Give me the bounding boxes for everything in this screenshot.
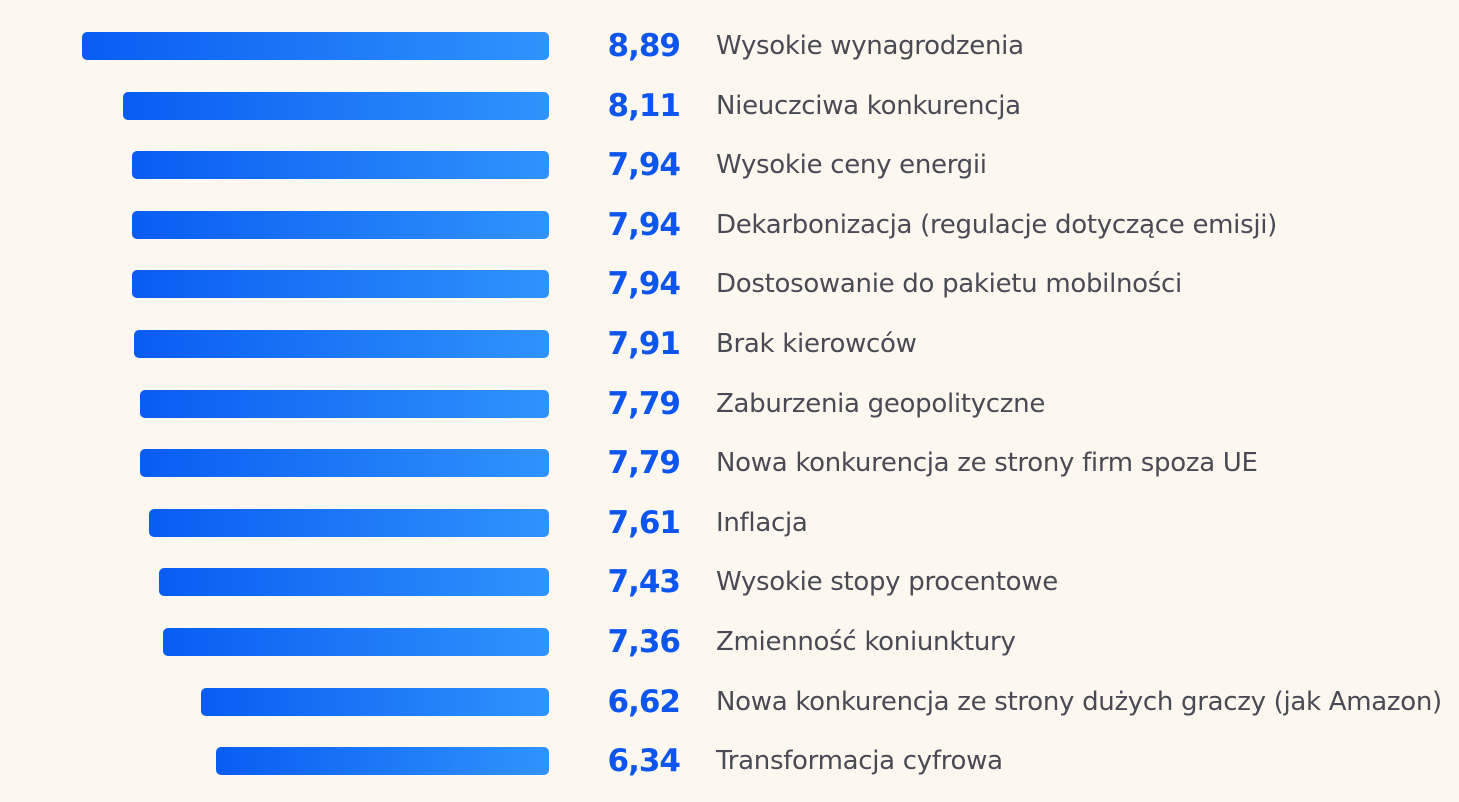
bar-row: 7,94 Dekarbonizacja (regulacje dotyczące … (0, 207, 1459, 243)
category-label: Inflacja (716, 507, 808, 538)
category-label: Dekarbonizacja (regulacje dotyczące emis… (716, 209, 1278, 240)
bar-row: 7,94 Dostosowanie do pakietu mobilności (0, 266, 1459, 302)
bar-row: 7,91 Brak kierowców (0, 326, 1459, 362)
category-label: Transformacja cyfrowa (716, 746, 1003, 777)
category-label: Nowa konkurencja ze strony firm spoza UE (716, 448, 1258, 479)
bar-row: 7,61 Inflacja (0, 505, 1459, 541)
bar-row: 8,89 Wysokie wynagrodzenia (0, 28, 1459, 64)
category-label: Brak kierowców (716, 329, 917, 359)
bar-row: 7,79 Nowa konkurencja ze strony firm spoz… (0, 445, 1459, 481)
bar-value-label: 7,61 (607, 504, 681, 541)
bar-value-label: 7,94 (607, 266, 681, 303)
category-label: Wysokie stopy procentowe (716, 567, 1058, 598)
bar (158, 568, 549, 597)
bar (123, 91, 549, 120)
bar-row: 6,62 Nowa konkurencja ze strony dużych gr… (0, 684, 1459, 720)
bar-value-label: 7,94 (607, 206, 681, 243)
bar (140, 389, 549, 418)
bar-value-label: 7,91 (607, 326, 681, 362)
category-label: Nieuczciwa konkurencja (716, 90, 1021, 121)
bar-value-label: 7,79 (607, 445, 681, 482)
bar-value-label: 8,11 (607, 87, 681, 124)
bar-row: 7,43 Wysokie stopy procentowe (0, 564, 1459, 600)
bar-value-label: 7,94 (607, 147, 681, 184)
bar (201, 687, 549, 716)
bar-row: 7,94 Wysokie ceny energii (0, 147, 1459, 183)
bar (132, 270, 549, 299)
category-label: Zmienność koniunktury (716, 627, 1016, 657)
bar-row: 8,11 Nieuczciwa konkurencja (0, 88, 1459, 124)
category-label: Wysokie wynagrodzenia (716, 31, 1024, 61)
bar-value-label: 7,79 (607, 385, 681, 422)
category-label: Wysokie ceny energii (716, 150, 987, 181)
category-label: Nowa konkurencja ze strony dużych graczy… (716, 686, 1442, 717)
bar-row: 6,34 Transformacja cyfrowa (0, 743, 1459, 779)
bar (132, 151, 549, 180)
bar-value-label: 7,43 (607, 564, 681, 601)
bar (132, 210, 549, 239)
bar-row: 7,79 Zaburzenia geopolityczne (0, 386, 1459, 422)
category-label: Zaburzenia geopolityczne (716, 388, 1046, 419)
bar (149, 508, 549, 537)
bar (216, 747, 549, 776)
bar-row: 7,36 Zmienność koniunktury (0, 624, 1459, 660)
bar-value-label: 8,89 (607, 28, 681, 64)
bar-value-label: 7,36 (607, 624, 681, 660)
bar (162, 628, 549, 656)
bar-value-label: 6,34 (607, 743, 681, 780)
bar (133, 330, 549, 358)
bar-value-label: 6,62 (607, 683, 681, 720)
category-label: Dostosowanie do pakietu mobilności (716, 269, 1182, 300)
bar (82, 32, 549, 60)
bar (140, 449, 549, 478)
